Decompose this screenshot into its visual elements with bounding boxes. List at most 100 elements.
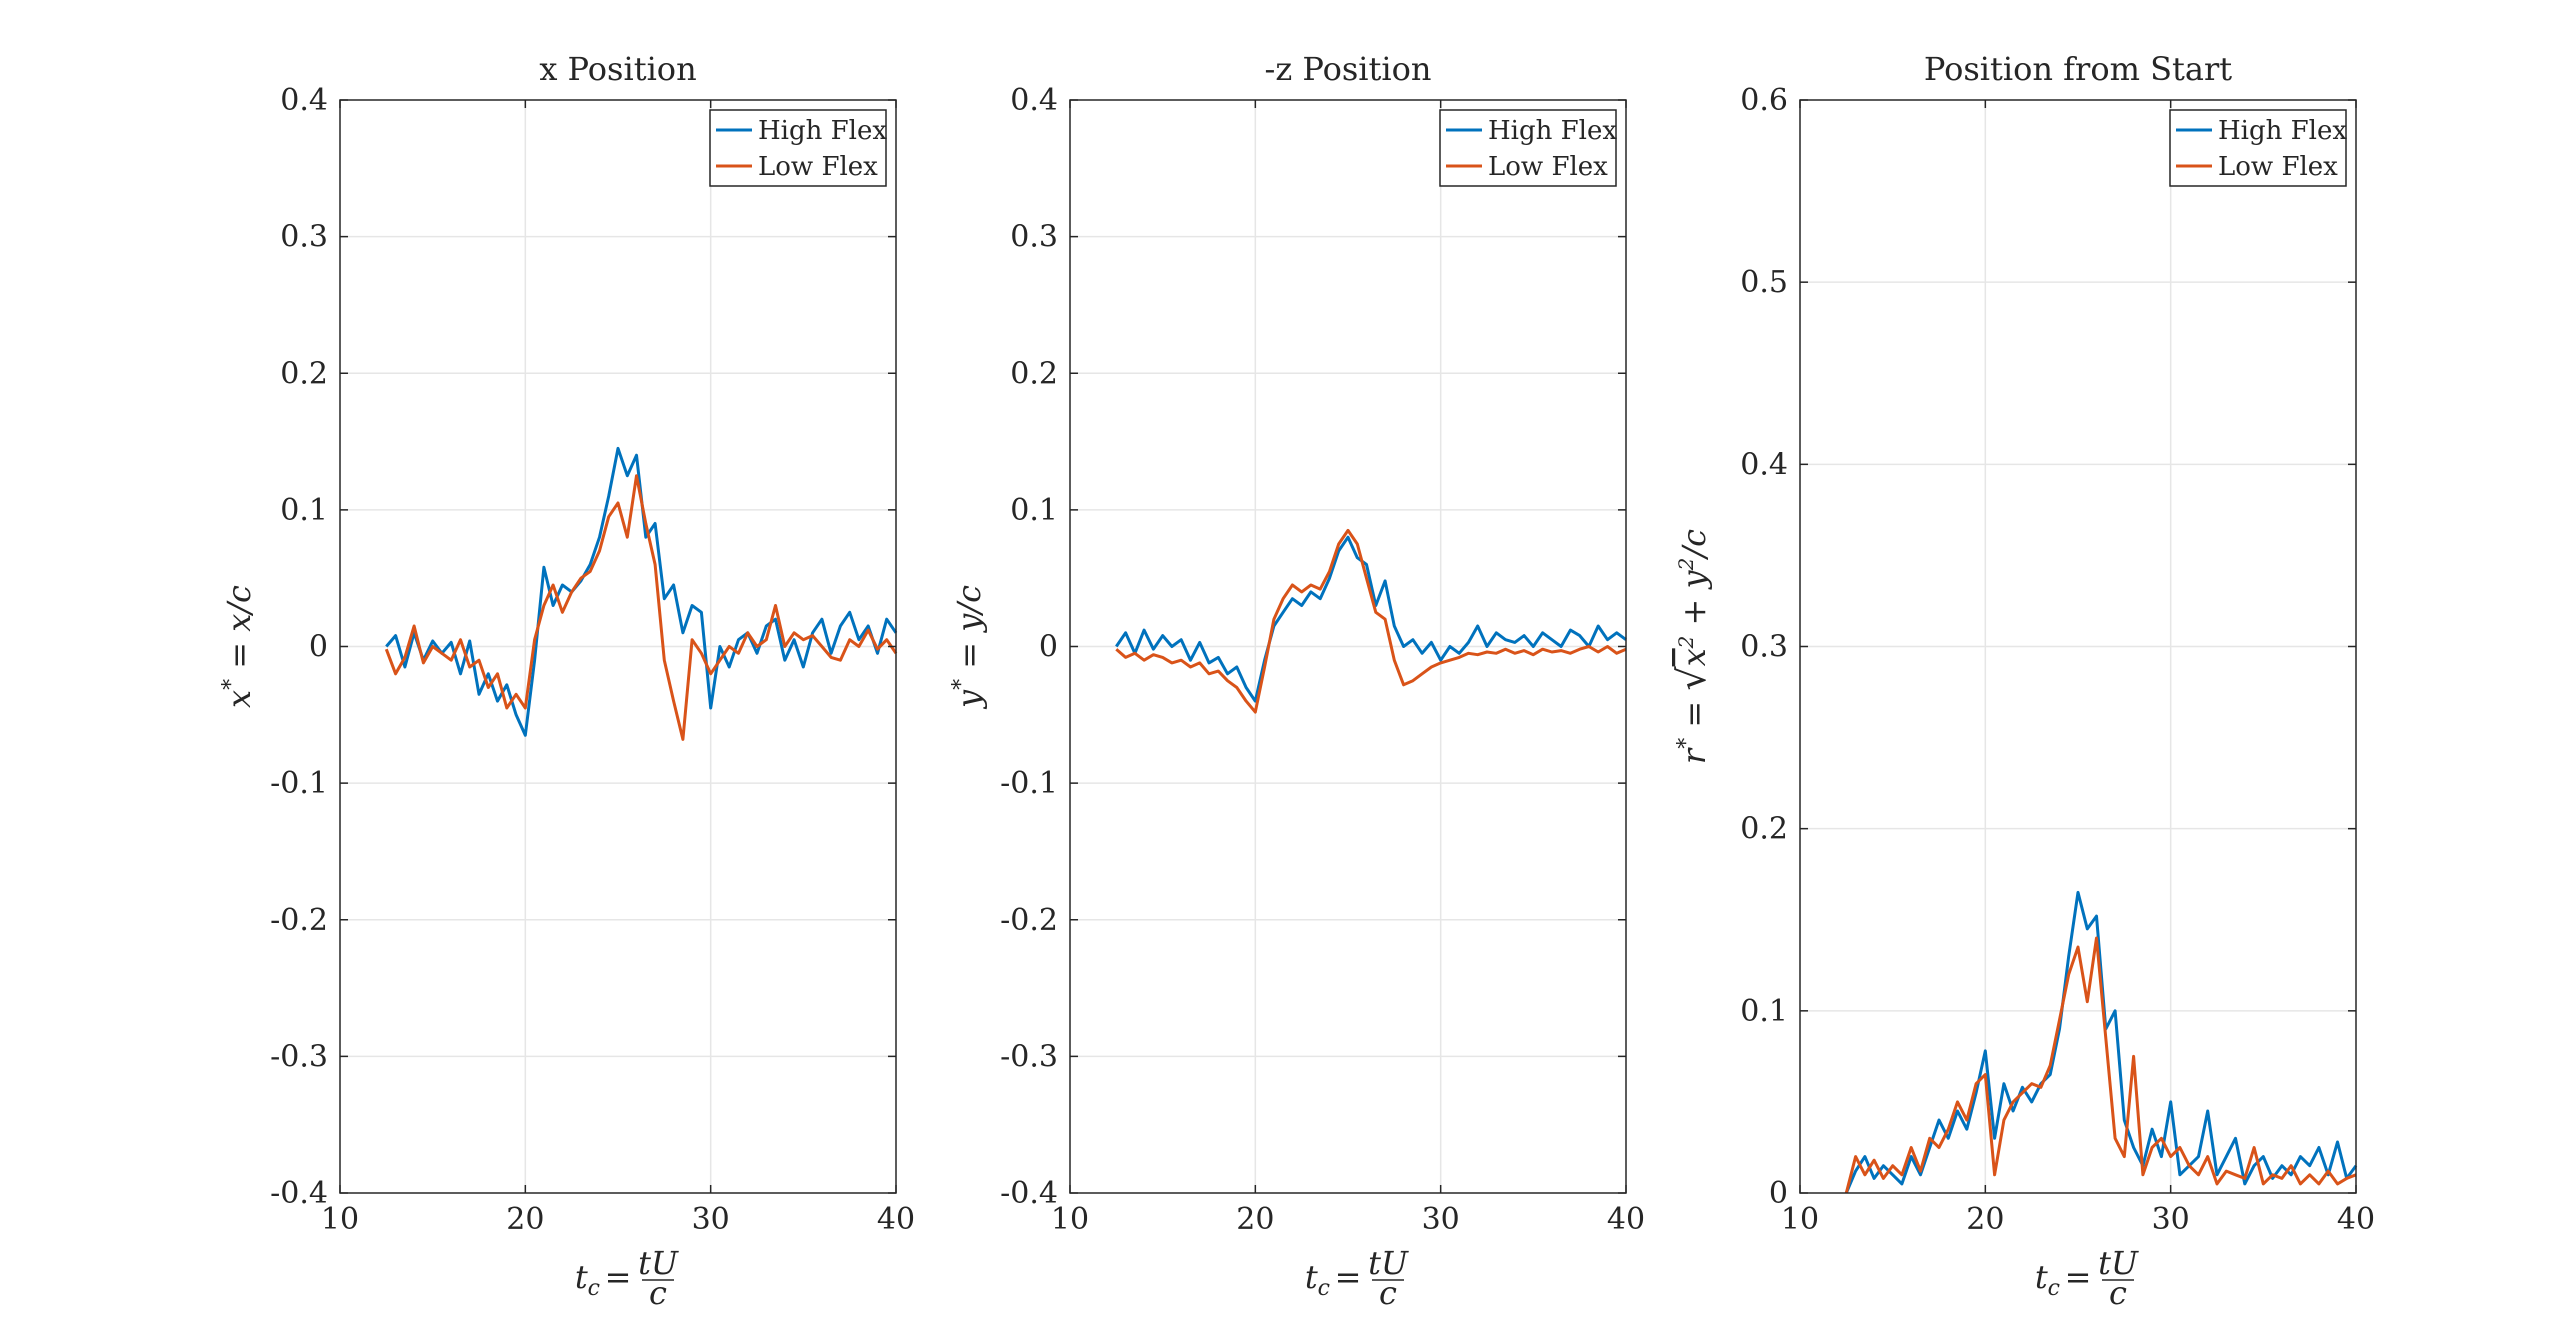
x-axis-label: tc = tU c bbox=[2035, 1244, 2139, 1312]
y-axis-label-rhs: x/c bbox=[220, 585, 258, 632]
y-tick-label: -0.4 bbox=[1000, 1176, 1058, 1211]
y-axis-label: y* = y/c bbox=[949, 585, 988, 710]
series-line-high-flex bbox=[1115, 535, 1627, 703]
x-axis-label-lhs: tc bbox=[2035, 1258, 2060, 1301]
x-axis-label-var: t bbox=[575, 1258, 588, 1296]
y-axis-label-text: y* = y/c bbox=[949, 585, 988, 710]
y-tick-label: 0.4 bbox=[280, 83, 328, 118]
y-axis-label-equals: = bbox=[220, 632, 258, 679]
x-tick-label: 30 bbox=[1422, 1202, 1460, 1237]
x-axis-label-equals: = bbox=[605, 1258, 632, 1296]
x-axis-label-denominator: c bbox=[649, 1274, 667, 1312]
legend-box bbox=[709, 109, 887, 187]
legend: High Flex Low Flex bbox=[2169, 109, 2347, 187]
y-axis-label-superscript: * bbox=[219, 679, 244, 690]
x-tick-label: 20 bbox=[506, 1202, 544, 1237]
y-tick-label: -0.3 bbox=[1000, 1039, 1058, 1074]
y-tick-label: 0.1 bbox=[1010, 493, 1058, 528]
y-axis-label-rad-y: y bbox=[1675, 569, 1713, 590]
y-tick-label: 0 bbox=[1769, 1176, 1788, 1211]
y-tick-label: 0.3 bbox=[1010, 220, 1058, 255]
chart-title: x Position bbox=[539, 50, 696, 88]
x-axis-label-numerator: tU bbox=[1368, 1244, 1409, 1282]
y-axis-label-rad-plus: + bbox=[1675, 588, 1713, 635]
y-axis-label-rad-y-pow: 2 bbox=[1674, 558, 1698, 572]
x-tick-label: 10 bbox=[1781, 1202, 1819, 1237]
x-axis-label-var: t bbox=[1305, 1258, 1318, 1296]
y-axis-label-superscript: * bbox=[1674, 738, 1699, 749]
x-axis-label-equals: = bbox=[2065, 1258, 2092, 1296]
x-axis-label-subscript: c bbox=[588, 1276, 600, 1301]
y-tick-label: -0.2 bbox=[1000, 903, 1058, 938]
x-axis-label-denominator: c bbox=[1379, 1274, 1397, 1312]
y-tick-label: 0.2 bbox=[1010, 356, 1058, 391]
y-axis-label: r* = √x2 + y2/c bbox=[1670, 529, 1714, 764]
x-axis-label-numerator: tU bbox=[2098, 1244, 2139, 1282]
y-axis-label-var: x bbox=[220, 690, 258, 708]
x-tick-label: 30 bbox=[2152, 1202, 2190, 1237]
chart-panel-1: 10 20 30 40 -0.4 -0.3 -0.2 -0.1 0 0.1 0.2 0.3 0.4 x P… bbox=[219, 50, 915, 1312]
legend-entry: High Flex bbox=[758, 116, 887, 146]
y-axis-label-equals: = bbox=[1675, 691, 1713, 738]
legend-entry: Low Flex bbox=[1488, 152, 1608, 182]
y-axis-label: x* = x/c bbox=[219, 585, 258, 708]
series-line-low-flex bbox=[1115, 528, 1627, 714]
y-tick-label: 0.3 bbox=[280, 220, 328, 255]
x-axis-label-lhs: tc bbox=[1305, 1258, 1330, 1301]
x-tick-label: 40 bbox=[2337, 1202, 2375, 1237]
y-tick-label: 0.4 bbox=[1010, 83, 1058, 118]
x-tick-label: 20 bbox=[1966, 1202, 2004, 1237]
x-axis-label-numerator: tU bbox=[638, 1244, 679, 1282]
y-tick-label: 0.2 bbox=[1740, 812, 1788, 847]
x-axis-label-equals: = bbox=[1335, 1258, 1362, 1296]
x-axis-label-subscript: c bbox=[2048, 1276, 2060, 1301]
legend-entry: High Flex bbox=[1488, 116, 1617, 146]
y-axis-label-rad-x: x bbox=[1675, 648, 1713, 666]
y-axis-label-rhs: y/c bbox=[950, 585, 988, 634]
y-axis-label-rhs: /c bbox=[1675, 529, 1713, 561]
x-tick-label: 20 bbox=[1236, 1202, 1274, 1237]
y-axis-label-rad-x-pow: 2 bbox=[1674, 636, 1698, 650]
x-tick-label: 10 bbox=[321, 1202, 359, 1237]
chart-title: -z Position bbox=[1265, 50, 1432, 88]
y-axis-label-superscript: * bbox=[949, 679, 974, 690]
legend-box bbox=[2169, 109, 2347, 187]
chart-title: Position from Start bbox=[1924, 50, 2232, 88]
x-axis-label: tc = tUc bbox=[575, 1244, 679, 1312]
y-tick-label: 0 bbox=[309, 630, 328, 665]
y-axis-label-var: y bbox=[950, 689, 988, 710]
y-tick-label: 0.4 bbox=[1740, 447, 1788, 482]
y-axis-label-text: x* = x/c bbox=[219, 585, 258, 708]
series-line-low-flex bbox=[1844, 936, 2357, 1194]
x-tick-label: 10 bbox=[1051, 1202, 1089, 1237]
y-axis-label-radical: √ bbox=[1670, 666, 1714, 691]
y-tick-label: 0.2 bbox=[280, 356, 328, 391]
x-tick-label: 40 bbox=[877, 1202, 915, 1237]
y-tick-label: 0.3 bbox=[1740, 630, 1788, 665]
y-tick-label: -0.2 bbox=[270, 903, 328, 938]
y-tick-label: 0.1 bbox=[1740, 994, 1788, 1029]
y-axis-label-var: r bbox=[1675, 747, 1713, 764]
y-tick-label: 0 bbox=[1039, 630, 1058, 665]
y-axis-label-text: r* = √x2 + y2/c bbox=[1670, 529, 1714, 764]
x-axis-label-var: t bbox=[2035, 1258, 2048, 1296]
x-axis-label: tc = tUc bbox=[1305, 1244, 1409, 1312]
chart-panel-2: 10 20 30 40 -0.4 -0.3 -0.2 -0.1 0 0.1 0.2 0.3 0.4 -z … bbox=[949, 50, 1645, 1312]
y-tick-label: 0.1 bbox=[280, 493, 328, 528]
legend: High Flex Low Flex bbox=[709, 109, 887, 187]
chart-panel-3: 10 20 30 40 0 0.1 0.2 0.3 0.4 0.5 0.6 Position from… bbox=[1670, 50, 2375, 1312]
legend-entry: Low Flex bbox=[758, 152, 878, 182]
x-axis-label-subscript: c bbox=[1318, 1276, 1330, 1301]
y-tick-label: -0.3 bbox=[270, 1039, 328, 1074]
legend-entry: High Flex bbox=[2218, 116, 2347, 146]
series-line-low-flex bbox=[384, 474, 898, 741]
x-tick-label: 30 bbox=[692, 1202, 730, 1237]
y-tick-label: 0.6 bbox=[1740, 83, 1788, 118]
y-axis-label-equals: = bbox=[950, 632, 988, 679]
legend-box bbox=[1439, 109, 1617, 187]
legend: High Flex Low Flex bbox=[1439, 109, 1617, 187]
y-tick-label: -0.4 bbox=[270, 1176, 328, 1211]
legend-entry: Low Flex bbox=[2218, 152, 2338, 182]
x-axis-label-lhs: tc bbox=[575, 1258, 600, 1301]
x-tick-label: 40 bbox=[1607, 1202, 1645, 1237]
